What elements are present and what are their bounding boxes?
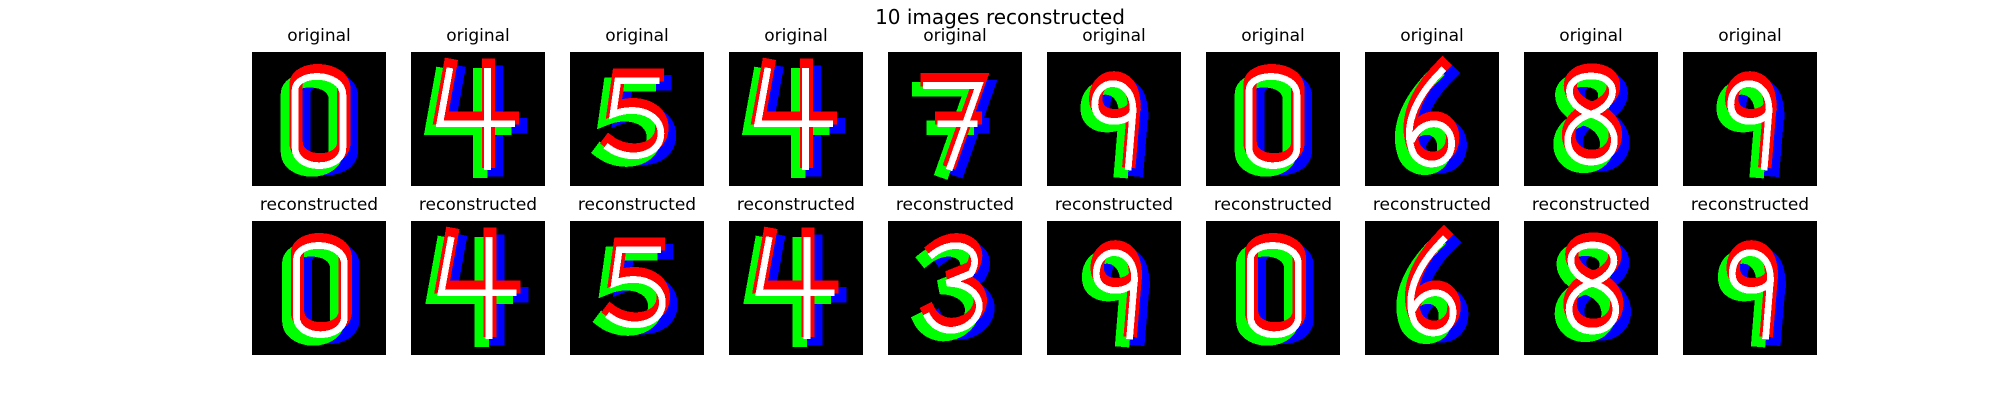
digit-image [729, 221, 863, 355]
subplot-title: reconstructed [895, 195, 1015, 215]
digit-image [888, 221, 1022, 355]
subplot-title: reconstructed [418, 195, 538, 215]
subplot-title: original [1718, 26, 1782, 46]
digit-image [1365, 221, 1499, 355]
digit-stroke-layer [922, 82, 984, 172]
subplot-title: reconstructed [736, 195, 856, 215]
digit-stroke-layer [437, 236, 517, 340]
subplot-reconstructed-7: reconstructed [1206, 194, 1340, 355]
digit-image [252, 52, 386, 186]
subplot-original-4: original [729, 25, 863, 186]
subplot-title: original [1241, 26, 1305, 46]
digit-image [1524, 221, 1658, 355]
subplot-original-3: original [570, 25, 704, 186]
subplot-title: original [764, 26, 828, 46]
subplot-reconstructed-1: reconstructed [252, 194, 386, 355]
digit-image [411, 221, 545, 355]
subplot-title: reconstructed [577, 195, 697, 215]
digit-stroke-layer [603, 77, 665, 160]
digit-image [252, 221, 386, 355]
digit-image [570, 52, 704, 186]
subplot-title: original [1400, 26, 1464, 46]
digit-image [1524, 52, 1658, 186]
subplot-title: reconstructed [1213, 195, 1333, 215]
digit-stroke-layer [1247, 242, 1302, 338]
digit-image [1683, 221, 1817, 355]
subplot-title: reconstructed [1690, 195, 1810, 215]
digit-image [1047, 221, 1181, 355]
digit-stroke-layer [923, 242, 983, 334]
digit-stroke-layer [605, 246, 666, 329]
figure-title: 10 images reconstructed [875, 5, 1125, 29]
digit-stroke-layer [291, 73, 347, 169]
subplot-reconstructed-9: reconstructed [1524, 194, 1658, 355]
digit-image [411, 52, 545, 186]
subplot-original-9: original [1524, 25, 1658, 186]
digit-stroke-layer [1407, 235, 1457, 337]
subplot-title: reconstructed [1054, 195, 1174, 215]
digit-image [1683, 52, 1817, 186]
subplot-title: original [605, 26, 669, 46]
digit-stroke-layer [293, 242, 348, 338]
subplot-title: reconstructed [1531, 195, 1651, 215]
digit-image [1206, 52, 1340, 186]
subplot-original-2: original [411, 25, 545, 186]
digit-image [888, 52, 1022, 186]
subplot-reconstructed-3: reconstructed [570, 194, 704, 355]
digit-image [570, 221, 704, 355]
subplot-original-10: original [1683, 25, 1817, 186]
subplot-title: original [446, 26, 510, 46]
subplot-reconstructed-2: reconstructed [411, 194, 545, 355]
subplot-title: original [1559, 26, 1623, 46]
subplot-title: reconstructed [259, 195, 379, 215]
digit-stroke-layer [1564, 72, 1618, 166]
digit-stroke-layer [755, 236, 835, 340]
digit-stroke-layer [1091, 80, 1137, 171]
subplot-original-8: original [1365, 25, 1499, 186]
subplot-title: original [923, 26, 987, 46]
digit-image [1365, 52, 1499, 186]
digit-stroke-layer [435, 67, 515, 171]
digit-image [1206, 221, 1340, 355]
digit-stroke-layer [910, 242, 980, 342]
subplot-reconstructed-8: reconstructed [1365, 194, 1499, 355]
digit-stroke-layer [1565, 241, 1620, 335]
digit-stroke-layer [1727, 80, 1773, 171]
digit-stroke-layer [1092, 249, 1138, 340]
digit-stroke-layer [1406, 66, 1455, 168]
subplot-title: original [287, 26, 351, 46]
subplot-reconstructed-4: reconstructed [729, 194, 863, 355]
digit-stroke-layer [753, 67, 833, 171]
subplot-reconstructed-5: reconstructed [888, 194, 1022, 355]
digit-stroke-layer [1728, 249, 1774, 340]
subplot-original-6: original [1047, 25, 1181, 186]
subplot-reconstructed-10: reconstructed [1683, 194, 1817, 355]
subplot-reconstructed-6: reconstructed [1047, 194, 1181, 355]
subplot-original-7: original [1206, 25, 1340, 186]
digit-stroke-layer [919, 233, 987, 332]
subplot-title: reconstructed [1372, 195, 1492, 215]
digit-image [729, 52, 863, 186]
digit-image [1047, 52, 1181, 186]
subplot-original-5: original [888, 25, 1022, 186]
subplot-original-1: original [252, 25, 386, 186]
digit-stroke-layer [1245, 73, 1301, 169]
subplot-title: original [1082, 26, 1146, 46]
